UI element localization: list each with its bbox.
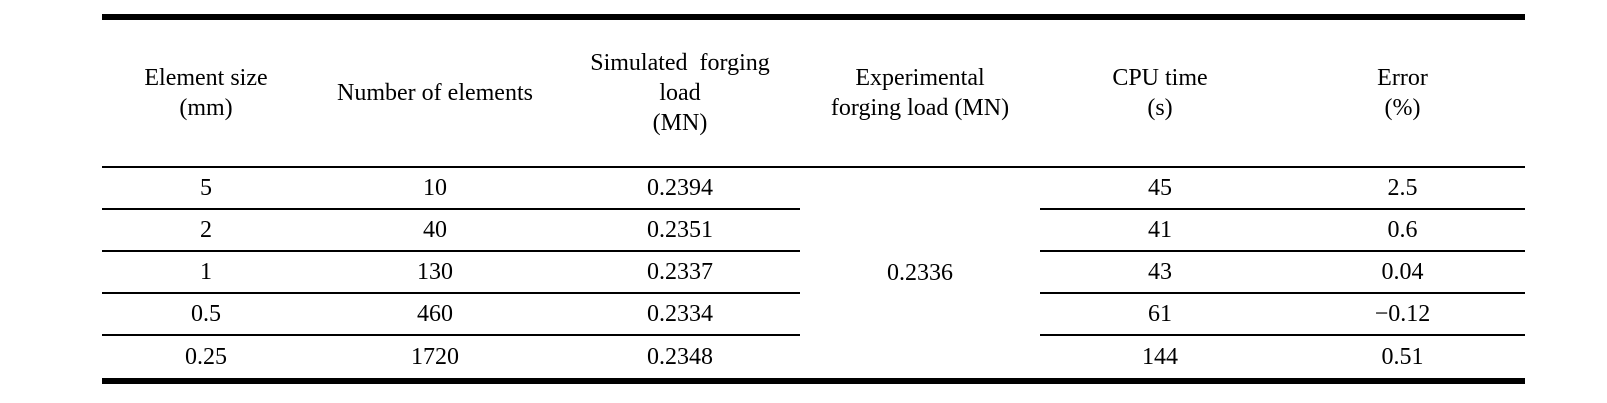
- header-line: Element size: [144, 65, 268, 91]
- cell-number-of-elements: 1720: [411, 343, 459, 370]
- cell-error: 0.04: [1280, 252, 1525, 294]
- cell-number-of-elements: 40: [310, 210, 560, 252]
- header-line: forging load (MN): [830, 95, 1010, 121]
- cell-cpu-time: 41: [1040, 210, 1280, 252]
- cell-simulated-forging-load: 0.2334: [560, 294, 800, 336]
- header-line: (MN): [652, 110, 708, 136]
- cell-simulated-forging-load: 0.2348: [647, 343, 713, 370]
- results-table: Element size (mm) Number of elements Sim…: [102, 14, 1525, 384]
- cell-simulated-forging-load: 0.2337: [560, 252, 800, 294]
- cell-simulated-forging-load: 0.2351: [560, 210, 800, 252]
- cell-experimental-forging-load: 0.2336: [887, 259, 953, 286]
- cell-element-size: 2: [102, 210, 310, 252]
- cell-element-size: 0.25: [185, 343, 227, 370]
- header-line: Experimental: [855, 65, 985, 91]
- cell-cpu-time: 144: [1142, 343, 1178, 370]
- cell-cpu-time: 45: [1040, 168, 1280, 210]
- cell-error: −0.12: [1280, 294, 1525, 336]
- header-line: CPU time: [1112, 65, 1208, 91]
- header-line: load: [659, 80, 701, 106]
- table-header-row: Element size (mm) Number of elements Sim…: [102, 20, 1525, 168]
- header-line: (mm): [179, 95, 233, 121]
- cell-cpu-time: 43: [1040, 252, 1280, 294]
- cell-element-size: 0.5: [102, 294, 310, 336]
- column-header-cpu-time: CPU time (s): [1040, 63, 1280, 123]
- cell-error: 0.51: [1381, 343, 1424, 370]
- column-header-number-of-elements: Number of elements: [310, 78, 560, 108]
- header-line: Error: [1377, 65, 1428, 91]
- table-body: 0.2336 5 10 0.2394 45 2.5 2 40 0.2351 41…: [102, 168, 1525, 378]
- cell-element-size: 1: [102, 252, 310, 294]
- column-header-error: Error (%): [1280, 63, 1525, 123]
- column-header-element-size: Element size (mm): [102, 63, 310, 123]
- header-line: (s): [1147, 95, 1173, 121]
- cell-number-of-elements: 130: [310, 252, 560, 294]
- header-line: Simulated forging: [590, 50, 770, 76]
- header-line: Number of elements: [337, 80, 533, 106]
- cell-error: 2.5: [1280, 168, 1525, 210]
- header-line: (%): [1384, 95, 1421, 121]
- column-header-experimental-forging-load: Experimental forging load (MN): [800, 63, 1040, 123]
- column-header-simulated-forging-load: Simulated forging load (MN): [560, 48, 800, 138]
- cell-number-of-elements: 460: [310, 294, 560, 336]
- cell-error: 0.6: [1280, 210, 1525, 252]
- cell-simulated-forging-load: 0.2394: [560, 168, 800, 210]
- cell-number-of-elements: 10: [310, 168, 560, 210]
- cell-cpu-time: 61: [1040, 294, 1280, 336]
- cell-element-size: 5: [102, 168, 310, 210]
